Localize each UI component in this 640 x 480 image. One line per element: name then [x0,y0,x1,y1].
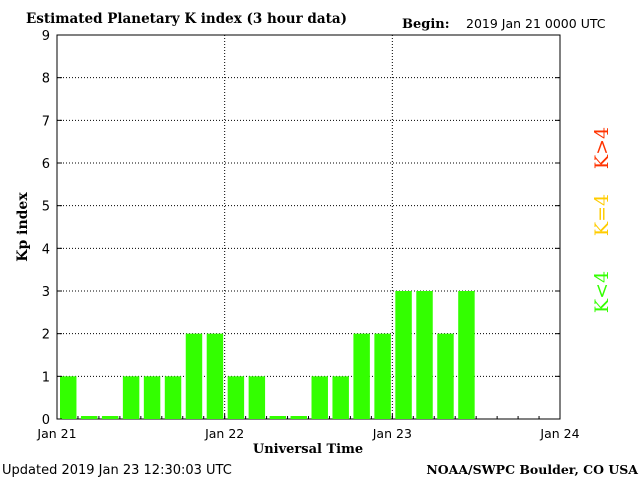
y-tick-label: 7 [42,114,50,129]
y-axis-label: Kp index [15,192,31,262]
y-tick-label: 2 [42,328,50,343]
kp-bar [143,376,161,419]
legend-k-greater-4: K>4 [591,127,613,169]
source-credit: NOAA/SWPC Boulder, CO USA [426,462,638,477]
updated-timestamp: Updated 2019 Jan 23 12:30:03 UTC [2,463,232,478]
legend-k-equal-4: K=4 [591,194,613,236]
kp-bar [311,376,328,419]
kp-bar [458,291,475,419]
kp-bar [416,291,433,419]
y-tick-label: 8 [42,72,50,87]
kp-bar [101,416,119,419]
y-tick-label: 1 [42,370,50,385]
kp-bar [206,333,224,419]
kp-bar [374,333,391,419]
kp-bar [353,333,370,419]
kp-bar [227,376,245,419]
kp-bar [290,416,307,419]
y-tick-label: 0 [42,413,50,428]
y-tick-label: 6 [42,157,50,172]
kp-bar [80,416,98,419]
x-axis-ticks: Jan 21 Jan 22 Jan 23 Jan 24 [36,414,580,441]
legend-k-less-4: K<4 [591,271,613,313]
x-tick-label: Jan 23 [372,426,412,441]
x-tick-label: Jan 21 [36,426,76,441]
y-tick-label: 9 [42,29,50,44]
y-tick-label: 4 [42,242,50,257]
x-tick-label: Jan 22 [204,426,244,441]
plot-area [56,34,561,420]
y-axis-ticks: 0 1 2 3 4 5 6 7 8 9 [42,29,560,428]
kp-bar [395,291,412,419]
y-tick-label: 3 [42,285,50,300]
chart-title: Estimated Planetary K index (3 hour data… [26,11,347,27]
kp-bar [164,376,182,419]
x-axis-label: Universal Time [253,442,363,457]
kp-bars [60,291,475,419]
kp-bar [122,376,140,419]
kp-bar [269,416,287,419]
kp-bar [60,376,77,419]
kp-bar [185,333,203,419]
kp-bar [332,376,349,419]
y-tick-label: 5 [42,200,50,215]
gridlines [57,35,560,419]
x-tick-label: Jan 24 [539,426,579,441]
begin-value: 2019 Jan 21 0000 UTC [466,16,606,31]
begin-label: Begin: [402,17,450,32]
kp-bar [248,376,266,419]
kp-bar [437,333,454,419]
